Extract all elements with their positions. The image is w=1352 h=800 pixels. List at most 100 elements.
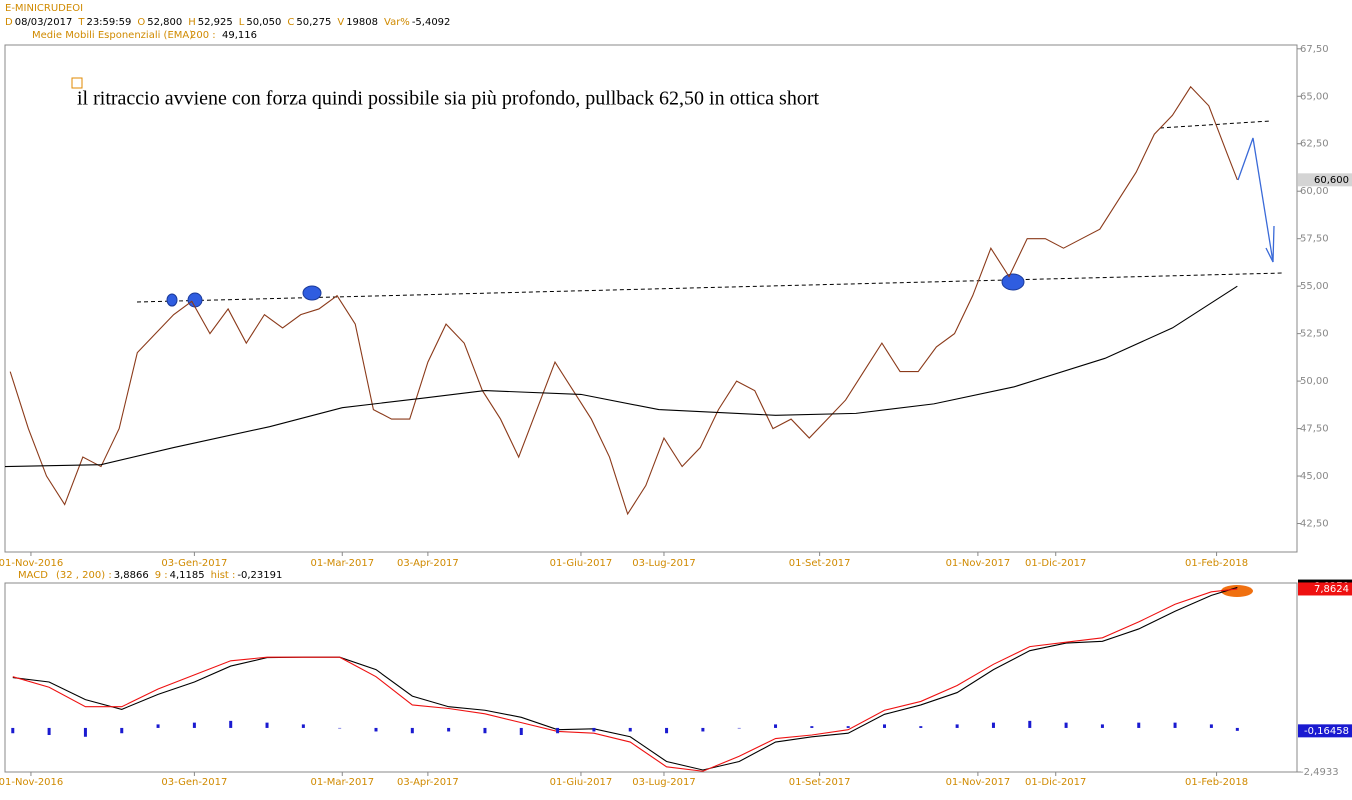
x-tick-label: 01-Giu-2017 [550,558,613,569]
info-value: 52,925 [198,17,233,28]
histogram-bar [1137,722,1141,728]
x-tick-label: 01-Nov-2016 [0,777,63,788]
histogram-bar [192,722,196,728]
value-marker [1298,173,1352,187]
histogram-bar [374,727,378,732]
annotation: il ritraccio avviene con forza quindi po… [77,88,819,110]
price-frame [4,44,1298,553]
indicator-name: Medie Mobili Esponenziali (EMA) [32,30,193,41]
histogram-bar [846,726,850,728]
macd-frame [4,582,1298,773]
info-value: 23:59:59 [86,17,131,28]
info-value: -5,4092 [412,17,451,28]
indicator-value: 49,116 [222,30,257,41]
projection-arrow [1237,137,1274,263]
y-tick-label: 67,50 [1300,44,1329,55]
info-label: O [137,17,145,28]
x-tick-label: 01-Set-2017 [789,558,851,569]
y-tick-label: -2,4933 [1300,767,1339,778]
histogram-bar [882,724,886,728]
touch-point [302,285,322,301]
info-label: 9 : [155,570,168,581]
histogram-bar [301,724,305,728]
neckline [1159,120,1271,129]
x-tick-label: 01-Dic-2017 [1025,558,1086,569]
histogram-bar [810,726,814,728]
info-label: (32 , 200) : [56,570,112,581]
info-value: 3,8866 [114,570,149,581]
value-marker [1298,724,1352,738]
info-value: 19808 [346,17,378,28]
info-label: V [337,17,344,28]
histogram-bar [229,720,233,728]
series-line [9,85,1238,516]
histogram-bar [737,727,741,729]
series-line [12,588,1238,772]
histogram-bar [519,727,523,736]
histogram-bar [1235,727,1239,731]
y-tick-label: 45,00 [1300,471,1329,482]
histogram-bar [483,727,487,734]
touch-point [1001,273,1025,291]
histogram-bar [1064,722,1068,728]
x-tick-label: 01-Nov-2017 [946,777,1011,788]
histogram-bar [83,727,87,737]
info-label: MACD [18,570,48,581]
value-marker-label: 60,600 [1314,175,1349,186]
info-label: C [287,17,294,28]
info-value: 4,1185 [170,570,205,581]
y-tick-label: 57,50 [1300,234,1329,245]
info-value: 08/03/2017 [15,17,73,28]
series-line [12,586,1238,771]
x-tick-label: 03-Gen-2017 [161,558,227,569]
y-tick-label: 50,00 [1300,376,1329,387]
x-tick-label: 01-Dic-2017 [1025,777,1086,788]
indicator-period: 200 : [190,30,216,41]
info-value: 50,275 [296,17,331,28]
y-tick-label: 60,00 [1300,186,1329,197]
histogram-bar [447,727,451,732]
info-value: 52,800 [147,17,182,28]
histogram-bar [156,724,160,728]
x-tick-label: 01-Giu-2017 [550,777,613,788]
y-tick-label: 55,00 [1300,281,1329,292]
x-tick-label: 01-Feb-2018 [1185,777,1248,788]
histogram-bar [410,727,414,734]
value-marker [1298,582,1352,596]
y-tick-label: 47,50 [1300,424,1329,435]
info-label: D [5,17,13,28]
arrow-head [1265,225,1275,263]
x-tick-label: 01-Set-2017 [789,777,851,788]
x-tick-label: 01-Mar-2017 [310,558,374,569]
histogram-bar [774,724,778,728]
info-label: T [77,17,85,28]
value-marker-label: 7,8624 [1314,584,1349,595]
x-tick-label: 03-Lug-2017 [632,777,695,788]
value-marker-label: -0,16458 [1304,726,1349,737]
x-tick-label: 01-Nov-2017 [946,558,1011,569]
y-tick-label: 62,50 [1300,139,1329,150]
x-tick-label: 01-Mar-2017 [310,777,374,788]
chart-title: E-MINICRUDEOI [5,3,83,14]
histogram-bar [1209,724,1213,728]
touch-point [166,293,178,307]
histogram-bar [701,727,705,732]
x-tick-label: 01-Feb-2018 [1185,558,1248,569]
histogram-bar [338,727,342,729]
histogram-bar [47,727,51,736]
info-label: L [239,17,245,28]
x-tick-label: 03-Gen-2017 [161,777,227,788]
y-tick-label: 52,50 [1300,329,1329,340]
histogram-bar [991,722,995,728]
histogram-bar [592,727,596,732]
histogram-bar [919,726,923,728]
x-tick-label: 03-Apr-2017 [397,777,459,788]
histogram-bar [1173,722,1177,728]
histogram-bar [120,727,124,734]
y-tick-label: 65,00 [1300,91,1329,102]
support-line [136,272,1284,303]
y-tick-label: 42,50 [1300,519,1329,530]
x-tick-label: 01-Nov-2016 [0,558,63,569]
